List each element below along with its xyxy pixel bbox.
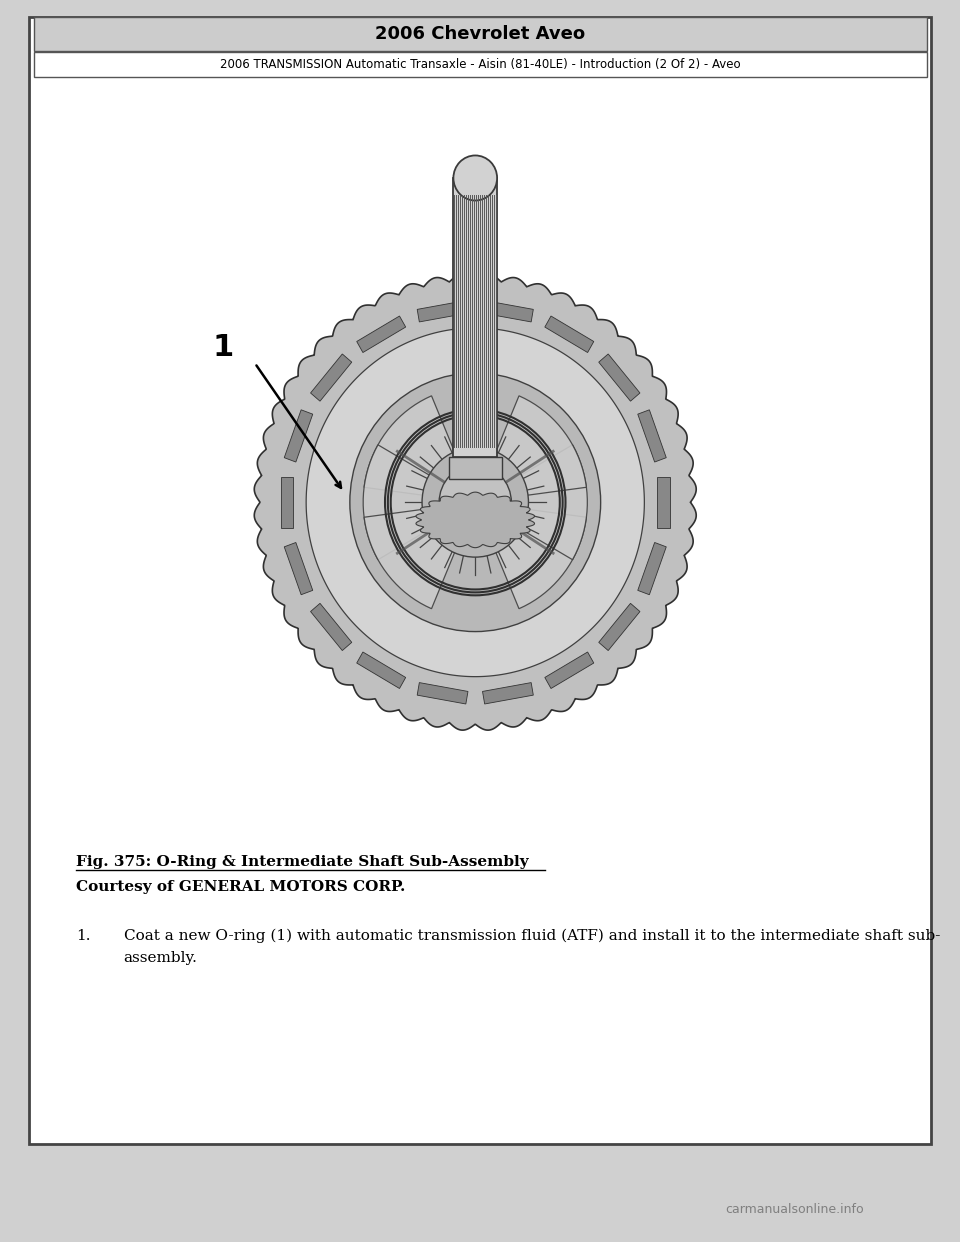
Polygon shape: [494, 509, 587, 609]
Text: 2006 TRANSMISSION Automatic Transaxle - Aisin (81-40LE) - Introduction (2 Of 2) : 2006 TRANSMISSION Automatic Transaxle - …: [220, 58, 740, 71]
Text: Fig. 375: O-Ring & Intermediate Shaft Sub-Assembly: Fig. 375: O-Ring & Intermediate Shaft Su…: [76, 854, 529, 868]
Polygon shape: [364, 509, 456, 609]
Bar: [448, 457, 502, 478]
Polygon shape: [310, 354, 351, 401]
Polygon shape: [310, 604, 351, 651]
Polygon shape: [363, 445, 432, 560]
Polygon shape: [483, 683, 534, 704]
Polygon shape: [599, 354, 640, 401]
Polygon shape: [545, 315, 594, 353]
Polygon shape: [364, 396, 456, 496]
Polygon shape: [483, 301, 534, 322]
Polygon shape: [545, 652, 594, 688]
Polygon shape: [637, 543, 666, 595]
Polygon shape: [284, 410, 313, 462]
Circle shape: [439, 465, 512, 539]
Text: 1.: 1.: [76, 929, 91, 943]
Text: 1: 1: [213, 333, 234, 361]
Polygon shape: [418, 683, 468, 704]
Polygon shape: [281, 477, 294, 528]
Polygon shape: [637, 410, 666, 462]
Polygon shape: [658, 477, 669, 528]
Circle shape: [422, 447, 528, 558]
Text: 2006 Chevrolet Aveo: 2006 Chevrolet Aveo: [375, 25, 585, 43]
Polygon shape: [284, 543, 313, 595]
Text: Coat a new O-ring (1) with automatic transmission fluid (ATF) and install it to : Coat a new O-ring (1) with automatic tra…: [124, 929, 940, 943]
Polygon shape: [494, 396, 587, 496]
Polygon shape: [416, 492, 535, 548]
Polygon shape: [418, 301, 468, 322]
Text: assembly.: assembly.: [124, 950, 198, 965]
Polygon shape: [357, 652, 406, 688]
Polygon shape: [357, 315, 406, 353]
Circle shape: [453, 155, 497, 200]
Circle shape: [349, 373, 601, 632]
Bar: [453, 178, 497, 457]
Polygon shape: [599, 604, 640, 651]
Text: carmanualsonline.info: carmanualsonline.info: [726, 1203, 864, 1216]
Polygon shape: [518, 445, 588, 560]
Text: Courtesy of GENERAL MOTORS CORP.: Courtesy of GENERAL MOTORS CORP.: [76, 881, 406, 894]
Polygon shape: [306, 328, 644, 677]
Polygon shape: [254, 274, 696, 730]
Bar: [34, 17, 926, 51]
Bar: [34, 52, 926, 77]
